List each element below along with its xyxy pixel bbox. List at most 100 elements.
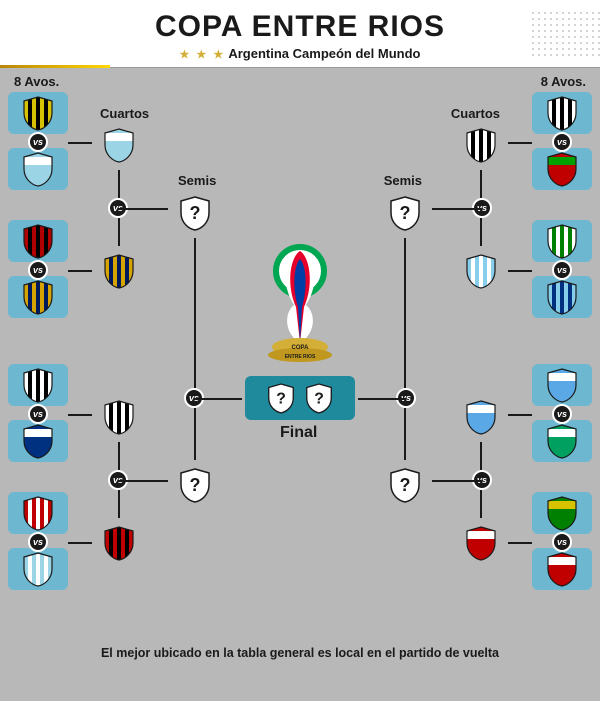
team-shield-icon [465,253,497,289]
vs-badge: vs [28,404,48,424]
r16-slot [532,220,592,262]
connector [68,270,92,272]
label-qf-right: Cuartos [451,106,500,121]
svg-text:COPA: COPA [292,345,310,351]
label-sf-right: Semis [384,173,422,188]
sf-slot: ? [380,188,430,238]
connector [118,442,120,470]
r16-slot [8,276,68,318]
team-shield-icon [22,279,54,315]
team-shield-icon [546,223,578,259]
team-shield-icon [546,151,578,187]
vs-badge: vs [28,260,48,280]
team-shield-icon [22,551,54,587]
team-shield-icon [22,151,54,187]
label-r16-left: 8 Avos. [14,74,59,89]
connector [508,142,532,144]
connector [194,408,196,460]
connector [480,490,482,518]
trophy-icon: COPA ENTRE RIOS [260,243,340,363]
r16-slot [532,276,592,318]
qf-slot [456,120,506,170]
connector [118,208,168,210]
team-shield-icon [22,367,54,403]
team-shield-icon [546,95,578,131]
team-shield-icon [22,423,54,459]
connector [118,218,120,246]
connector [480,170,482,198]
r16-slot [8,420,68,462]
connector [404,238,406,388]
svg-text:?: ? [400,203,411,223]
connector [508,542,532,544]
connector [480,218,482,246]
label-qf-left: Cuartos [100,106,149,121]
r16-slot [8,92,68,134]
team-shield-icon [546,279,578,315]
connector [508,414,532,416]
team-shield-icon [546,423,578,459]
unknown-shield-icon: ? [267,382,295,414]
r16-slot [8,364,68,406]
connector [118,480,168,482]
r16-slot [8,148,68,190]
r16-slot [532,148,592,190]
vs-badge: vs [552,260,572,280]
qf-slot [94,392,144,442]
unknown-shield-icon: ? [389,195,421,231]
svg-text:?: ? [314,390,324,407]
sf-slot: ? [380,460,430,510]
svg-text:?: ? [190,475,201,495]
qf-slot [94,120,144,170]
footer-note: El mejor ubicado en la tabla general es … [0,646,600,660]
team-shield-icon [465,127,497,163]
header: COPA ENTRE RIOS ★ ★ ★ Argentina Campeón … [0,0,600,68]
unknown-shield-icon: ? [179,195,211,231]
connector [480,442,482,470]
vs-badge: vs [552,404,572,424]
label-r16-right: 8 Avos. [541,74,586,89]
r16-slot [8,548,68,590]
team-shield-icon [22,495,54,531]
team-shield-icon [103,127,135,163]
team-shield-icon [546,551,578,587]
team-shield-icon [103,253,135,289]
bracket: 8 Avos. 8 Avos. Cuartos Cuartos Semis Se… [0,68,600,668]
team-shield-icon [103,399,135,435]
unknown-shield-icon: ? [305,382,333,414]
vs-badge: vs [28,532,48,552]
r16-slot [532,492,592,534]
team-shield-icon [465,399,497,435]
team-shield-icon [465,525,497,561]
r16-slot [532,548,592,590]
qf-slot [456,246,506,296]
r16-slot [532,92,592,134]
unknown-shield-icon: ? [179,467,211,503]
connector [68,414,92,416]
sf-slot: ? [170,460,220,510]
connector [194,398,242,400]
qf-slot [94,246,144,296]
team-shield-icon [546,495,578,531]
label-sf-left: Semis [178,173,216,188]
subtitle: Argentina Campeón del Mundo [228,46,420,61]
sf-slot: ? [170,188,220,238]
connector [68,142,92,144]
connector [404,408,406,460]
unknown-shield-icon: ? [389,467,421,503]
team-shield-icon [22,95,54,131]
qf-slot [456,518,506,568]
r16-slot [8,220,68,262]
stars-icon: ★ ★ ★ [180,49,226,61]
team-shield-icon [546,367,578,403]
connector [68,542,92,544]
connector [358,398,406,400]
decorative-dots [530,10,600,60]
vs-badge: vs [28,132,48,152]
vs-badge: vs [552,532,572,552]
subtitle-row: ★ ★ ★ Argentina Campeón del Mundo [20,46,580,61]
svg-text:?: ? [190,203,201,223]
final-slot: ? ? [245,376,355,420]
r16-slot [8,492,68,534]
svg-text:?: ? [400,475,411,495]
